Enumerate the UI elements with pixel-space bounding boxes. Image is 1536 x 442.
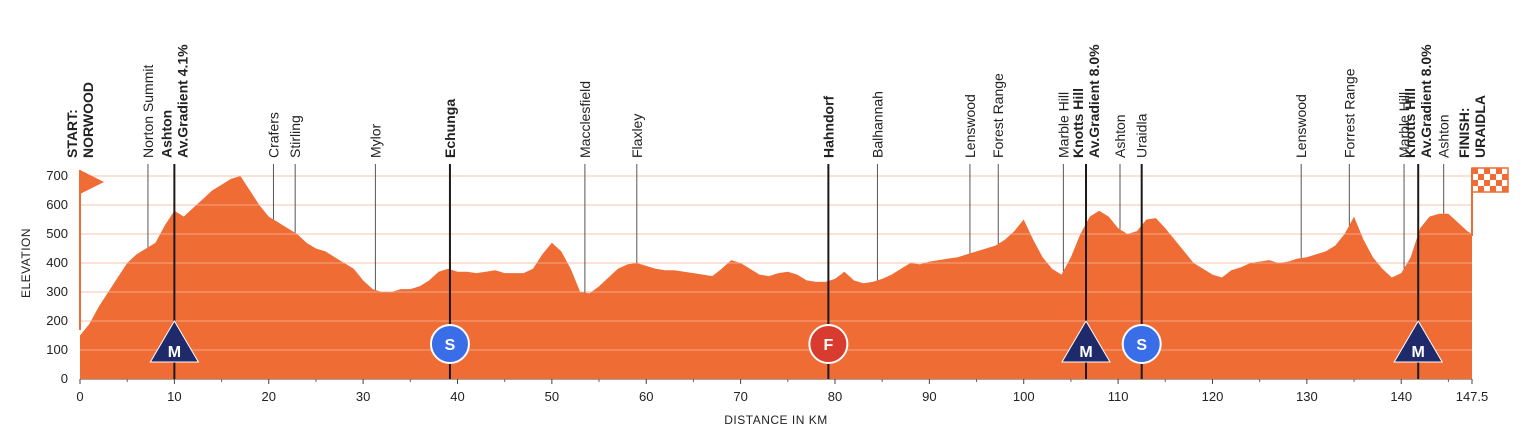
- place-labels: START: NORWOOD Norton Summit Ashton Av.Gradi…: [64, 44, 1488, 158]
- place-label: Balhannah: [870, 91, 886, 158]
- x-tick-label: 147.5: [1456, 389, 1489, 404]
- gridlines: [80, 175, 1472, 351]
- x-tick-label: 40: [450, 389, 464, 404]
- place-label: Knotts Hill: [1402, 88, 1418, 158]
- x-tick-label: 90: [922, 389, 936, 404]
- x-tick-label: 80: [828, 389, 842, 404]
- place-label: Forrest Range: [1341, 68, 1357, 158]
- x-tick-label: 110: [1108, 389, 1129, 404]
- y-tick-label: 0: [61, 371, 68, 386]
- finish-flag-icon: [1471, 167, 1509, 193]
- place-label: Norton Summit: [140, 65, 156, 158]
- y-tick-label: 200: [46, 313, 68, 328]
- place-label: Knotts Hill: [1070, 88, 1086, 158]
- place-label: Ashton: [1112, 114, 1128, 158]
- place-label: Echunga: [442, 99, 458, 158]
- place-label: START:: [64, 109, 80, 158]
- place-label: Uraidla: [1134, 113, 1150, 158]
- kom-marker-icon: [1393, 320, 1444, 363]
- y-tick-label: 500: [46, 226, 68, 241]
- place-label: Av.Gradient 8.0%: [1086, 44, 1102, 158]
- x-tick-label: 130: [1296, 389, 1318, 404]
- place-label: Stirling: [287, 115, 303, 158]
- x-tick-label: 100: [1013, 389, 1035, 404]
- x-tick-label: 10: [167, 389, 181, 404]
- kom-marker-icon: [1061, 320, 1111, 363]
- y-tick-label: 600: [46, 197, 68, 212]
- x-tick-label: 50: [545, 389, 559, 404]
- place-label: Marble Hill: [1055, 92, 1071, 158]
- x-tick-label: 0: [76, 389, 83, 404]
- place-label: Crafers: [266, 112, 282, 158]
- place-label: Flaxley: [629, 114, 645, 158]
- place-label: NORWOOD: [80, 82, 96, 158]
- marker-letter: M: [1079, 344, 1092, 361]
- place-label: Forest Range: [990, 73, 1006, 158]
- marker-letter: S: [445, 337, 456, 354]
- x-tick-label: 60: [639, 389, 653, 404]
- place-label: Ashton: [158, 110, 174, 158]
- elevation-area: [80, 176, 1472, 379]
- x-tick-label: 70: [733, 389, 747, 404]
- x-axis-ticks: 0 10 20 30 40 50 60 70 80 90 100 110 120 130 140 147.5: [76, 379, 1488, 404]
- y-axis-ticks: 0 100 200 300 400 500 600 700: [46, 168, 68, 386]
- place-label: Mylor: [367, 123, 383, 158]
- x-tick-label: 30: [356, 389, 370, 404]
- place-label: Macclesfield: [577, 81, 593, 158]
- marker-letter: M: [168, 344, 181, 361]
- x-axis-title: DISTANCE IN KM: [724, 413, 827, 427]
- marker-letter: F: [823, 337, 833, 354]
- y-tick-label: 100: [46, 342, 68, 357]
- x-tick-label: 140: [1390, 389, 1412, 404]
- sprint-marker-icon: [1121, 324, 1162, 364]
- y-tick-label: 400: [46, 255, 68, 270]
- y-tick-label: 700: [46, 168, 68, 183]
- marker-letter: M: [1412, 344, 1425, 361]
- sprint-marker-icon: [429, 324, 470, 364]
- y-tick-label: 300: [46, 284, 68, 299]
- place-label: Av.Gradient 8.0%: [1418, 44, 1434, 158]
- place-label: Av.Gradient 4.1%: [174, 44, 190, 158]
- place-label: Lenswood: [1293, 94, 1309, 158]
- place-label: URAIDLA: [1472, 95, 1488, 158]
- place-label: Marble Hill: [1396, 92, 1412, 158]
- x-tick-label: 20: [262, 389, 276, 404]
- feed-zone-marker-icon: [808, 324, 849, 364]
- x-tick-label: 120: [1202, 389, 1224, 404]
- place-label: FINISH:: [1456, 107, 1472, 158]
- marker-letter: S: [1136, 337, 1147, 354]
- place-label: Lenswood: [962, 94, 978, 158]
- place-label: Hahndorf: [820, 95, 836, 158]
- place-label: Ashton: [1436, 114, 1452, 158]
- start-flag-icon: [80, 170, 104, 194]
- kom-marker-icon: [149, 320, 200, 363]
- y-axis-title: ELEVATION: [19, 228, 33, 298]
- start-finish-flags: [79, 167, 1509, 330]
